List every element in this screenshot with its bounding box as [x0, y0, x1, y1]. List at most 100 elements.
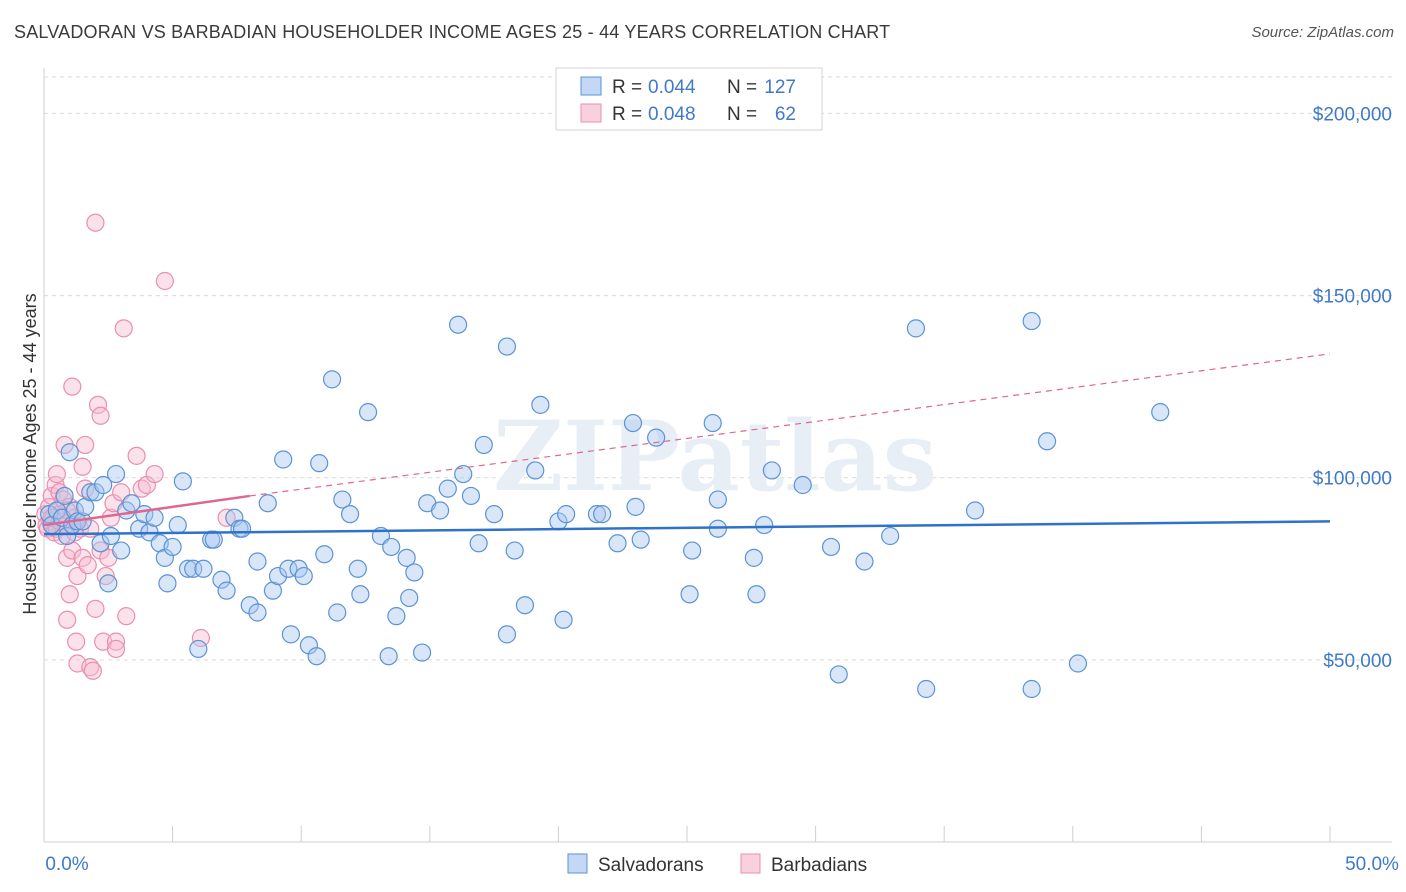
salvadoran-point	[112, 541, 131, 560]
barbadian-point	[114, 319, 133, 338]
salvadoran-point	[608, 534, 627, 553]
salvadoran-point	[461, 486, 481, 506]
salvadoran-point	[248, 552, 267, 571]
barbadian-point	[91, 541, 110, 560]
salvadoran-point	[194, 559, 213, 578]
salvadoran-point	[240, 596, 259, 615]
barbadian-point	[67, 632, 86, 651]
y-tick-label: $200,000	[1313, 104, 1392, 125]
salvadoran-point	[106, 464, 126, 484]
salvadoran-point	[178, 559, 198, 578]
salvadoran-point	[626, 497, 645, 516]
salvadoran-point	[631, 530, 650, 549]
grid-lines: $50,000 $100,000 $150,000 $200,000	[44, 76, 1392, 672]
salvadoran-point	[310, 454, 329, 473]
salvadoran-point	[258, 494, 277, 513]
salvadoran-point	[281, 625, 301, 644]
salvadoran-point	[554, 610, 573, 629]
legend-r-value-1: 0.044	[648, 77, 696, 98]
barbadian-point	[86, 599, 105, 618]
salvadoran-point	[101, 526, 120, 546]
barbadian-trend-line	[43, 494, 250, 527]
salvadoran-point	[358, 403, 378, 422]
legend-r-value-2: 0.048	[648, 104, 696, 125]
barbadian-point	[145, 464, 164, 484]
salvadoran-point	[58, 526, 77, 546]
salvadoran-point	[274, 450, 293, 469]
bottom-legend-swatch-salvadorans	[567, 853, 588, 874]
salvadoran-point	[232, 519, 252, 538]
salvadoran-point	[1151, 403, 1170, 422]
salvadoran-point	[158, 574, 177, 593]
barbadian-point	[78, 556, 97, 575]
barbadian-point	[117, 607, 136, 626]
salvadoran-point	[412, 643, 432, 662]
barbadian-point	[60, 585, 79, 604]
barbadian-point	[83, 661, 102, 680]
salvadoran-point	[163, 537, 182, 557]
salvadoran-point	[184, 559, 203, 578]
top-legend: R = 0.044 N = 127 R = 0.048 N = 62	[555, 67, 823, 131]
salvadoran-point	[497, 625, 517, 644]
barbadian-point	[88, 395, 108, 414]
salvadoran-point	[917, 679, 936, 699]
salvadoran-point	[438, 479, 457, 498]
salvadoran-point	[145, 508, 164, 527]
barbadian-point	[106, 632, 126, 651]
salvadoran-point	[387, 607, 406, 626]
salvadoran-point	[744, 548, 763, 567]
salvadoran-point	[531, 395, 550, 414]
salvadoran-point	[400, 588, 419, 608]
salvadoran-point	[1037, 432, 1057, 451]
barbadian-point	[217, 508, 236, 527]
barbadian-point	[191, 628, 210, 648]
salvadoran-point	[881, 526, 900, 546]
salvadoran-point	[505, 541, 524, 560]
salvadoran-point	[821, 537, 841, 557]
barbadian-point	[63, 377, 82, 396]
salvadoran-point	[762, 461, 781, 480]
bottom-legend-salvadorans: Salvadorans	[598, 855, 704, 876]
trend-lines	[43, 353, 1331, 536]
barbadian-point	[127, 446, 146, 465]
x-tick-label-start: 0.0%	[45, 854, 88, 875]
legend-n-label-2: N =	[727, 104, 757, 125]
salvadoran-point	[204, 530, 223, 549]
salvadoran-point	[647, 428, 666, 447]
barbadian-point	[76, 435, 95, 455]
salvadoran-point	[60, 443, 79, 462]
salvadoran-point	[405, 563, 424, 582]
legend-n-label-1: N =	[727, 77, 757, 98]
salvadoran-point	[333, 490, 352, 509]
salvadoran-point	[497, 337, 517, 356]
bottom-legend: Salvadorans Barbadians	[567, 853, 867, 876]
salvadoran-point	[906, 319, 926, 338]
salvadoran-point	[173, 472, 192, 491]
barbadian-point	[73, 457, 92, 476]
salvadoran-point	[382, 537, 401, 557]
barbadian-point	[96, 566, 115, 586]
salvadoran-point	[86, 483, 105, 502]
salvadoran-point	[557, 505, 576, 524]
salvadoran-point	[680, 585, 699, 604]
salvadoran-point	[1022, 679, 1041, 699]
salvadoran-point	[168, 515, 187, 535]
salvadoran-point	[212, 570, 231, 589]
salvadoran-point	[307, 647, 326, 666]
salvadoran-point	[1068, 654, 1088, 673]
salvadoran-point	[248, 603, 267, 622]
salvadoran-point	[454, 464, 473, 484]
salvadoran-point	[448, 315, 468, 334]
salvadoran-point	[526, 461, 545, 480]
salvadoran-point	[379, 647, 398, 666]
salvadoran-point	[755, 515, 774, 535]
barbadian-point	[155, 271, 174, 291]
y-tick-label: $150,000	[1313, 287, 1392, 308]
legend-n-value-1: 127	[764, 77, 796, 98]
barbadian-point	[58, 610, 77, 629]
legend-swatch-salvadorans	[580, 76, 602, 96]
chart-title: SALVADORAN VS BARBADIAN HOUSEHOLDER INCO…	[14, 22, 891, 42]
salvadoran-point	[683, 541, 702, 560]
x-tick-label-end: 50.0%	[1345, 854, 1399, 875]
salvadoran-point	[315, 545, 334, 564]
